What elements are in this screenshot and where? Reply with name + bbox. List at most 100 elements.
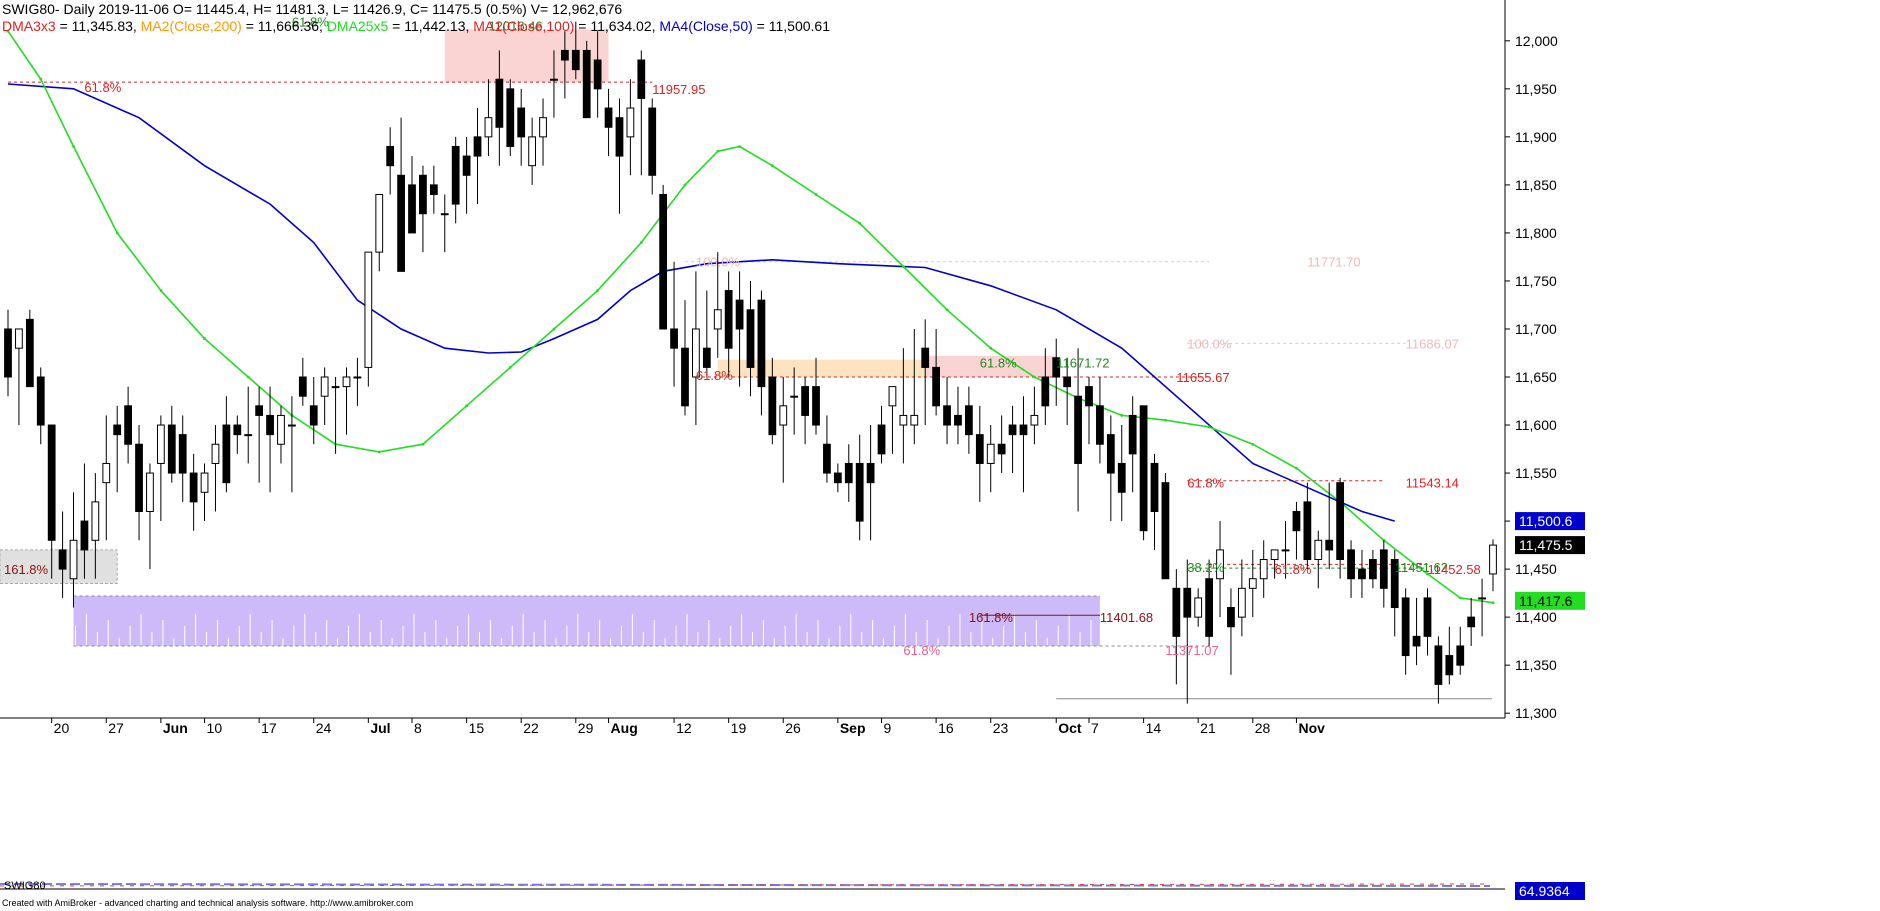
candle-body [451,145,460,205]
y-tick-label: 11,700 [1515,321,1557,337]
zone-orange [717,359,926,378]
legend-ma2: MA2(Close,200) [140,18,242,34]
candle-body [910,414,919,426]
candle-body [1205,578,1213,637]
fib-label: 61.8% [1275,562,1312,577]
candle-body [1008,424,1017,436]
candle-body [47,424,56,541]
series-marker [1458,596,1462,600]
price-label: 11401.68 [1100,610,1153,625]
x-tick-label: 21 [1200,720,1216,736]
candle-body [735,299,744,330]
candle-body [692,328,700,378]
series-marker [1032,375,1036,379]
x-tick-label: 8 [414,720,422,736]
candle-body [866,462,875,484]
candle-body [1216,549,1224,580]
annotations: 12016.46 11957.95 11771.70 11686.07 11671.72… [4,15,1481,658]
series-marker [1295,466,1298,470]
candle-body [375,194,384,253]
y-tick-label: 11,600 [1515,417,1557,433]
candle-body [1128,414,1137,455]
y-tick-label: 11,750 [1515,273,1557,289]
chart-header-ohlc: SWIG80- Daily 2019-11-06 O= 11445.4, H= … [2,1,623,17]
candle-body [113,424,122,436]
candle-body [473,136,482,157]
candle-body [1478,597,1486,600]
candle-body [1248,578,1257,589]
candle-body [178,434,187,474]
candle-body [1041,376,1050,407]
series-marker [1207,425,1211,429]
candle-body [888,386,897,407]
candle-body [25,318,34,388]
candle-body [1489,544,1497,575]
candle-body [844,462,853,484]
fib-label: 61.8% [696,368,733,383]
candle-body [779,405,788,426]
legend-ma1: MA1(Close,100) [473,18,575,34]
candle-body [1401,597,1410,657]
candle-body [4,328,12,378]
candle-body [768,376,777,436]
candle-body [681,347,689,407]
candle-body [1030,414,1039,426]
candle-body [1467,616,1476,628]
candle-body [593,59,602,90]
y-tick-label: 11,650 [1515,369,1557,385]
candle-body [189,472,198,503]
candle-body [506,88,515,147]
series-marker [989,346,993,350]
candle-body [648,107,657,176]
series-marker [115,231,119,235]
fib-label: 100.0% [1187,336,1232,351]
price-badge-label: 11,417.6 [1519,593,1573,609]
x-tick-label: 19 [731,720,747,736]
series-marker [1426,572,1429,576]
price-label: 11451.62 [1395,560,1448,575]
series-marker [421,442,425,446]
y-axis: 12,000 11,950 11,900 11,850 11,800 11,750 11,7… [0,0,1585,721]
price-badge [1515,512,1585,531]
candle-body [1358,568,1366,580]
candle-body [1227,607,1235,628]
series-marker [716,149,720,153]
candle-body [288,424,296,427]
fib-label: 61.8% [292,15,329,30]
candle-body [1052,357,1061,378]
candle-body [659,194,668,330]
series-marker [6,29,10,33]
x-tick-label: 15 [469,720,485,736]
legend-dma3x3: DMA3x3 [2,18,56,34]
candle-body [309,405,318,426]
candle-body [135,443,143,512]
candle-body [1237,587,1246,618]
candle-body [550,78,558,81]
x-tick-label: 29 [578,720,594,736]
candle-body [15,328,23,349]
x-tick-label: 23 [993,720,1009,736]
candle-body [364,251,373,368]
candle-body [899,414,908,426]
x-tick-label: 20 [54,720,70,736]
zone-pink-top [444,29,609,83]
series-marker [1251,442,1255,446]
candle-body [932,366,941,407]
candle-body [964,405,973,436]
candle-body [1423,597,1432,637]
series-marker [639,241,643,244]
price-badge [1515,591,1585,610]
candle-body [222,424,231,484]
series-line-0 [7,83,1395,522]
x-tick-label: 10 [207,720,223,736]
candle-body [102,462,111,484]
fib-label: 38.2% [1187,560,1224,575]
lower-panel-line-red [0,883,1491,887]
candle-body [211,443,220,464]
series-marker [858,221,862,225]
moving-averages [6,29,1495,605]
x-tick-label: 28 [1255,720,1271,736]
price-label: 11543.14 [1406,476,1459,491]
x-tick-label: Sep [840,720,866,736]
